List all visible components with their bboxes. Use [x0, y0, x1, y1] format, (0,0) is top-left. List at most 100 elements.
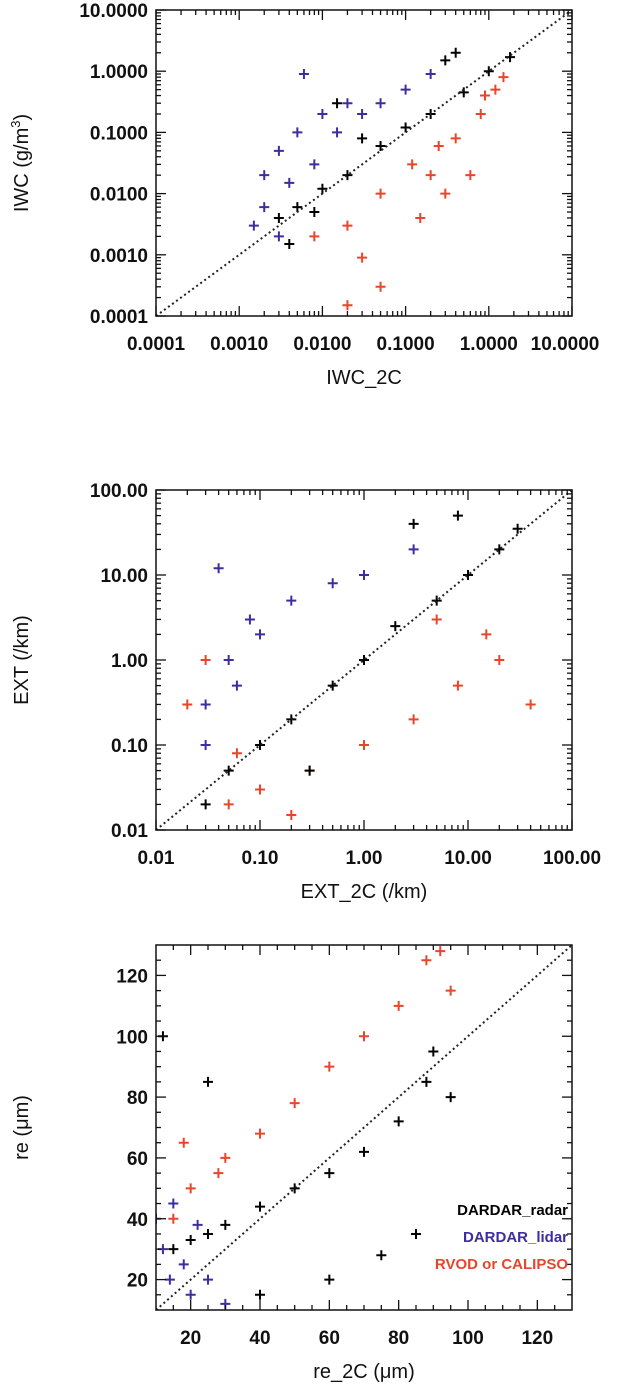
- data-point: [223, 799, 234, 810]
- y-tick-label: 10.00: [100, 566, 148, 587]
- y-axis-label: re (μm): [11, 1095, 33, 1160]
- data-point: [440, 188, 451, 199]
- data-point: [411, 1228, 421, 1239]
- data-point: [255, 740, 265, 750]
- data-point: [408, 518, 419, 529]
- data-point: [425, 69, 436, 80]
- data-point: [292, 127, 303, 138]
- data-point: [255, 629, 265, 640]
- data-point: [255, 1128, 265, 1139]
- x-tick-label: 20: [180, 1328, 201, 1349]
- data-point: [359, 570, 369, 580]
- data-point: [375, 281, 386, 292]
- data-point: [359, 1031, 369, 1042]
- data-point: [324, 1168, 335, 1179]
- x-axis-label: EXT_2C (/km): [301, 881, 428, 903]
- data-point: [200, 655, 211, 665]
- data-point: [309, 159, 320, 170]
- data-point: [450, 133, 461, 144]
- series-2: [200, 510, 523, 810]
- data-point: [332, 127, 343, 138]
- data-point: [317, 183, 328, 194]
- data-point: [185, 1183, 196, 1194]
- x-tick-label: 0.10: [242, 848, 279, 869]
- data-point: [289, 1183, 300, 1194]
- data-point: [408, 544, 419, 555]
- y-tick-label: 10.0000: [79, 1, 148, 22]
- y-tick-label: 60: [127, 1149, 148, 1170]
- data-point: [375, 98, 386, 109]
- data-point: [463, 570, 473, 580]
- x-tick-label: 0.1000: [377, 334, 435, 355]
- y-tick-label: 0.0010: [90, 246, 148, 267]
- panel-iwc: 0.0001 0.0010 0.0100 0.1000 1.0000 10.0000 0.0…: [8, 1, 599, 389]
- y-tick-label: 20: [127, 1271, 148, 1292]
- data-point: [393, 1116, 404, 1127]
- plot-frame: [155, 9, 573, 317]
- data-point: [200, 799, 211, 810]
- data-point: [203, 1274, 213, 1285]
- data-point: [421, 1076, 432, 1087]
- legend: DARDAR_radar DARDAR_lidar RVOD or CALIPSO: [435, 1202, 568, 1273]
- data-point: [431, 595, 442, 606]
- y-tick-label: 0.01: [111, 821, 148, 842]
- x-tick-label: 60: [319, 1328, 340, 1349]
- legend-entry: DARDAR_lidar: [463, 1229, 568, 1246]
- x-tick-label: 80: [388, 1328, 409, 1349]
- one-to-one-line: [155, 944, 573, 1311]
- data-points: [156, 946, 456, 1309]
- data-point: [178, 1259, 189, 1270]
- data-point: [309, 207, 320, 218]
- data-point: [178, 1137, 189, 1148]
- y-tick-label: 1.0000: [90, 62, 148, 83]
- series-0: [182, 614, 536, 821]
- data-point: [200, 699, 211, 710]
- data-point: [309, 231, 320, 242]
- data-point: [327, 680, 338, 691]
- data-point: [481, 629, 492, 640]
- data-point: [445, 1092, 456, 1103]
- data-point: [298, 69, 309, 80]
- data-point: [390, 621, 401, 632]
- ticks: [155, 489, 573, 831]
- x-tick-label: 0.01: [138, 848, 175, 869]
- ticks: [156, 945, 572, 1310]
- data-point: [440, 55, 451, 66]
- data-point: [273, 212, 284, 223]
- one-to-one-line: [155, 9, 573, 317]
- data-point: [400, 122, 411, 133]
- panel-ext: 0.01 0.10 1.00 10.00 100.00 0.01 0.10 1.00 10.00…: [11, 481, 601, 903]
- data-point: [428, 1046, 439, 1057]
- data-point: [425, 170, 436, 181]
- data-point: [182, 699, 193, 710]
- data-point: [465, 170, 476, 181]
- data-point: [231, 680, 242, 691]
- data-point: [452, 510, 463, 521]
- data-point: [324, 1061, 335, 1072]
- data-point: [213, 1168, 224, 1179]
- data-point: [512, 523, 523, 534]
- data-point: [223, 765, 234, 776]
- y-axis-label: IWC (g/m3): [8, 114, 33, 212]
- y-axis-label: EXT (/km): [11, 615, 33, 705]
- data-point: [223, 655, 234, 665]
- data-point: [475, 108, 486, 119]
- y-tick-label: 40: [127, 1210, 148, 1231]
- data-point: [289, 1098, 300, 1109]
- data-point: [445, 985, 456, 996]
- data-point: [273, 145, 284, 156]
- data-points: [248, 47, 516, 311]
- y-tick-label: 0.10: [111, 736, 148, 757]
- data-point: [498, 72, 509, 83]
- data-point: [292, 202, 303, 213]
- data-point: [203, 1228, 213, 1239]
- x-tick-label: 120: [521, 1328, 553, 1349]
- data-point: [185, 1235, 196, 1246]
- series-1: [156, 1198, 231, 1309]
- data-point: [342, 300, 353, 311]
- data-point: [248, 220, 259, 231]
- data-point: [431, 614, 442, 625]
- data-point: [244, 614, 255, 625]
- series-0: [309, 72, 509, 311]
